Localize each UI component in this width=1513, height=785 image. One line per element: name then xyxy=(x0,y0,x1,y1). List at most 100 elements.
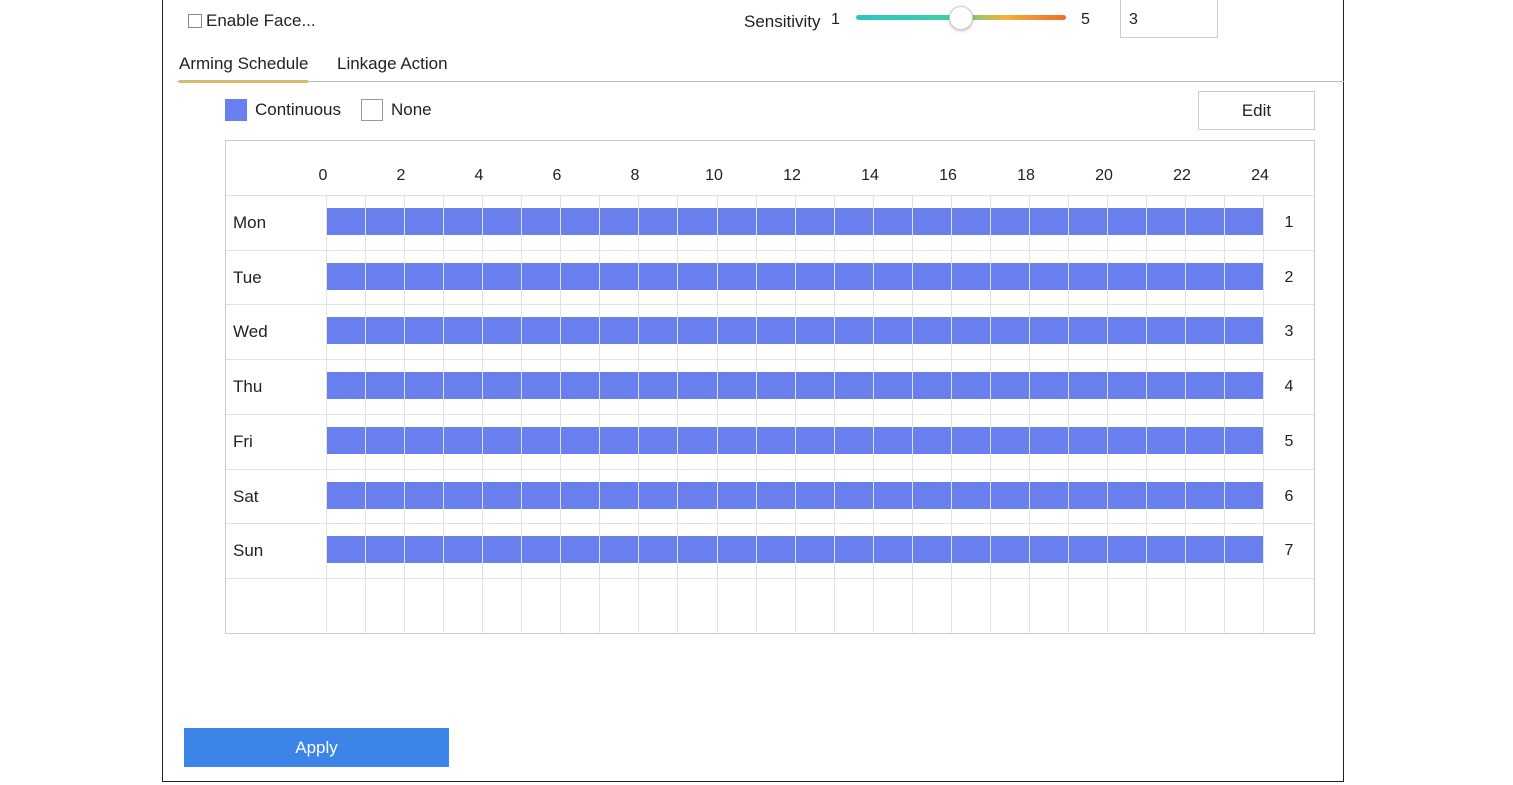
schedule-segment[interactable] xyxy=(835,536,873,563)
schedule-segment[interactable] xyxy=(796,372,834,399)
schedule-segment[interactable] xyxy=(678,536,717,563)
schedule-segment[interactable] xyxy=(718,427,756,454)
schedule-segment[interactable] xyxy=(1147,427,1185,454)
schedule-segment[interactable] xyxy=(991,208,1029,235)
schedule-segment[interactable] xyxy=(991,536,1029,563)
schedule-segment[interactable] xyxy=(327,372,365,399)
schedule-segment[interactable] xyxy=(1186,536,1224,563)
schedule-segment[interactable] xyxy=(639,317,677,344)
schedule-segment[interactable] xyxy=(483,208,521,235)
schedule-segment[interactable] xyxy=(913,317,951,344)
schedule-segment[interactable] xyxy=(561,536,599,563)
edit-button[interactable]: Edit xyxy=(1198,91,1315,130)
schedule-segment[interactable] xyxy=(796,208,834,235)
sensitivity-value-input[interactable]: 3 xyxy=(1120,0,1218,38)
schedule-segment[interactable] xyxy=(405,317,443,344)
schedule-segment[interactable] xyxy=(757,372,795,399)
schedule-segment[interactable] xyxy=(835,372,873,399)
schedule-segment[interactable] xyxy=(600,208,638,235)
schedule-segment[interactable] xyxy=(405,427,443,454)
schedule-segment[interactable] xyxy=(444,536,482,563)
schedule-segment[interactable] xyxy=(757,263,795,290)
schedule-segment[interactable] xyxy=(561,263,599,290)
schedule-segment[interactable] xyxy=(600,263,638,290)
schedule-segment[interactable] xyxy=(1225,372,1263,399)
schedule-segment[interactable] xyxy=(1030,263,1068,290)
schedule-segment[interactable] xyxy=(835,208,873,235)
schedule-segment[interactable] xyxy=(405,372,443,399)
schedule-segment[interactable] xyxy=(1147,208,1185,235)
schedule-segment[interactable] xyxy=(366,536,404,563)
schedule-segment[interactable] xyxy=(1186,482,1224,509)
schedule-segment[interactable] xyxy=(483,317,521,344)
schedule-segment[interactable] xyxy=(366,317,404,344)
schedule-segment[interactable] xyxy=(444,427,482,454)
tab-linkage-action[interactable]: Linkage Action xyxy=(337,54,448,73)
schedule-segment[interactable] xyxy=(1108,208,1146,235)
schedule-segment[interactable] xyxy=(835,482,873,509)
schedule-segment[interactable] xyxy=(678,208,717,235)
schedule-segment[interactable] xyxy=(874,263,912,290)
sensitivity-slider-handle[interactable] xyxy=(949,6,973,30)
schedule-segment[interactable] xyxy=(366,482,404,509)
schedule-segment[interactable] xyxy=(561,427,599,454)
schedule-segment[interactable] xyxy=(757,427,795,454)
schedule-segment[interactable] xyxy=(366,263,404,290)
schedule-segment[interactable] xyxy=(678,263,717,290)
schedule-segment[interactable] xyxy=(913,263,951,290)
schedule-segment[interactable] xyxy=(757,482,795,509)
schedule-segment[interactable] xyxy=(522,263,560,290)
schedule-segment[interactable] xyxy=(444,482,482,509)
enable-face-row[interactable]: Enable Face... xyxy=(188,11,316,31)
schedule-segment[interactable] xyxy=(600,372,638,399)
schedule-segment[interactable] xyxy=(757,208,795,235)
schedule-segment[interactable] xyxy=(561,317,599,344)
schedule-segment[interactable] xyxy=(1147,536,1185,563)
schedule-segment[interactable] xyxy=(444,317,482,344)
schedule-segment[interactable] xyxy=(600,427,638,454)
schedule-segment[interactable] xyxy=(1108,536,1146,563)
schedule-segment[interactable] xyxy=(600,317,638,344)
continuous-swatch[interactable] xyxy=(225,99,247,121)
schedule-segment[interactable] xyxy=(991,482,1029,509)
schedule-segment[interactable] xyxy=(1069,317,1107,344)
schedule-segment[interactable] xyxy=(874,482,912,509)
schedule-segment[interactable] xyxy=(1186,427,1224,454)
schedule-segment[interactable] xyxy=(1225,427,1263,454)
schedule-segment[interactable] xyxy=(561,372,599,399)
schedule-segment[interactable] xyxy=(1147,372,1185,399)
schedule-segment[interactable] xyxy=(1108,482,1146,509)
schedule-segment[interactable] xyxy=(1069,263,1107,290)
schedule-segment[interactable] xyxy=(522,482,560,509)
schedule-segment[interactable] xyxy=(678,482,717,509)
schedule-segment[interactable] xyxy=(639,427,677,454)
schedule-segment[interactable] xyxy=(835,317,873,344)
schedule-segment[interactable] xyxy=(1225,536,1263,563)
schedule-segment[interactable] xyxy=(600,536,638,563)
schedule-segment[interactable] xyxy=(1225,208,1263,235)
schedule-segment[interactable] xyxy=(1186,317,1224,344)
schedule-segment[interactable] xyxy=(913,536,951,563)
legend-continuous[interactable]: Continuous xyxy=(225,99,341,121)
schedule-segment[interactable] xyxy=(1069,482,1107,509)
schedule-segment[interactable] xyxy=(1108,263,1146,290)
schedule-segment[interactable] xyxy=(952,482,990,509)
schedule-segment[interactable] xyxy=(1147,317,1185,344)
schedule-segment[interactable] xyxy=(405,536,443,563)
schedule-segment[interactable] xyxy=(874,536,912,563)
schedule-segment[interactable] xyxy=(483,536,521,563)
schedule-segment[interactable] xyxy=(483,482,521,509)
schedule-segment[interactable] xyxy=(1069,372,1107,399)
schedule-segment[interactable] xyxy=(796,482,834,509)
schedule-segment[interactable] xyxy=(1147,263,1185,290)
schedule-segment[interactable] xyxy=(405,208,443,235)
schedule-segment[interactable] xyxy=(835,427,873,454)
schedule-segment[interactable] xyxy=(874,317,912,344)
schedule-segment[interactable] xyxy=(796,317,834,344)
schedule-segment[interactable] xyxy=(952,372,990,399)
schedule-segment[interactable] xyxy=(522,317,560,344)
schedule-segment[interactable] xyxy=(366,372,404,399)
schedule-segment[interactable] xyxy=(718,482,756,509)
schedule-segment[interactable] xyxy=(874,372,912,399)
schedule-segment[interactable] xyxy=(718,208,756,235)
